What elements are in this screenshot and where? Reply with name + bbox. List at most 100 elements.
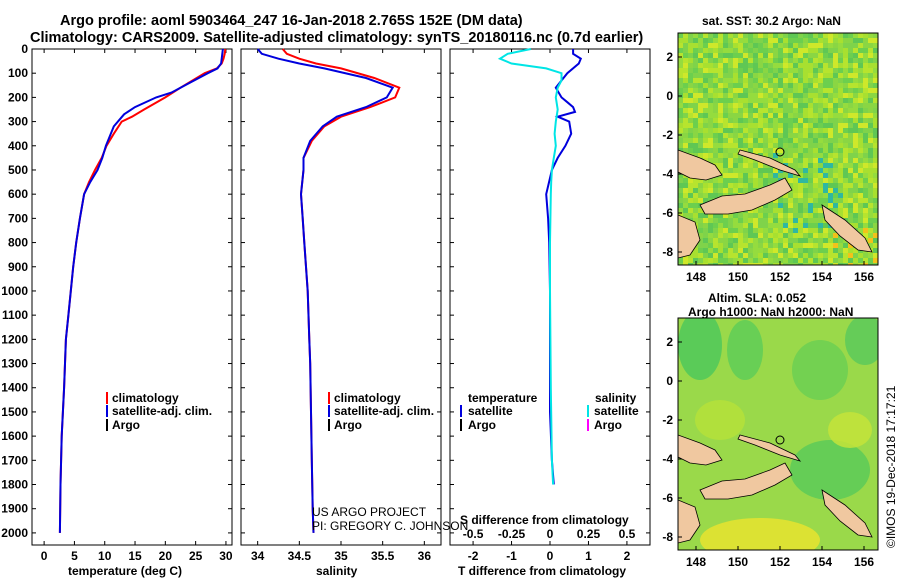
sst-cell: [788, 163, 793, 168]
argo-float-marker: [775, 435, 785, 445]
sst-cell: [773, 43, 778, 48]
sst-cell: [808, 228, 813, 233]
sst-cell: [798, 153, 803, 158]
sst-cell: [693, 148, 698, 153]
sst-cell: [853, 153, 858, 158]
sst-cell: [763, 238, 768, 243]
sst-cell: [818, 53, 823, 58]
sst-cell: [718, 48, 723, 53]
sst-cell: [768, 148, 773, 153]
sst-cell: [718, 133, 723, 138]
sst-cell: [718, 233, 723, 238]
sst-cell: [778, 228, 783, 233]
sst-cell: [768, 223, 773, 228]
sst-cell: [788, 158, 793, 163]
legend-climatology: climatology: [112, 391, 179, 405]
sst-cell: [763, 113, 768, 118]
sst-cell: [683, 133, 688, 138]
sst-cell: [798, 248, 803, 253]
sst-cell: [858, 143, 863, 148]
sst-cell: [683, 203, 688, 208]
sst-cell: [743, 68, 748, 73]
sst-cell: [813, 83, 818, 88]
sst-cell: [698, 43, 703, 48]
sst-cell: [688, 193, 693, 198]
sst-cell: [738, 108, 743, 113]
sst-cell: [738, 103, 743, 108]
sst-cell: [813, 223, 818, 228]
sst-cell: [863, 98, 868, 103]
sst-cell: [798, 263, 803, 265]
sst-cell: [813, 138, 818, 143]
sst-cell: [788, 248, 793, 253]
sst-cell: [678, 103, 683, 108]
sst-cell: [713, 98, 718, 103]
sst-cell: [833, 173, 838, 178]
sst-cell: [873, 48, 878, 53]
depth-tick-label: 700: [8, 211, 28, 225]
sst-cell: [823, 183, 828, 188]
sst-cell: [768, 208, 773, 213]
sst-cell: [783, 43, 788, 48]
sst-cell: [843, 58, 848, 63]
credit-pi: PI: GREGORY C. JOHNSON: [312, 519, 468, 533]
sst-cell: [828, 168, 833, 173]
sst-cell: [783, 218, 788, 223]
sst-cell: [853, 33, 858, 38]
sst-cell: [853, 128, 858, 133]
map-x-tick-label: 156: [854, 270, 874, 284]
sst-cell: [778, 223, 783, 228]
sst-cell: [683, 88, 688, 93]
sst-cell: [678, 43, 683, 48]
sst-cell: [788, 253, 793, 258]
sst-cell: [713, 143, 718, 148]
sst-cell: [758, 118, 763, 123]
sst-cell: [743, 183, 748, 188]
sst-cell: [768, 218, 773, 223]
sst-cell: [838, 208, 843, 213]
sst-cell: [748, 253, 753, 258]
sst-cell: [703, 98, 708, 103]
sst-cell: [868, 103, 873, 108]
sst-cell: [863, 233, 868, 238]
sst-cell: [693, 58, 698, 63]
sst-cell: [788, 178, 793, 183]
sst-cell: [833, 48, 838, 53]
sst-cell: [818, 198, 823, 203]
sst-cell: [793, 78, 798, 83]
sst-cell: [738, 223, 743, 228]
sst-cell: [848, 33, 853, 38]
sst-cell: [793, 118, 798, 123]
sst-cell: [743, 93, 748, 98]
sst-cell: [868, 108, 873, 113]
sst-cell: [823, 33, 828, 38]
sst-cell: [843, 153, 848, 158]
sst-cell: [763, 168, 768, 173]
sst-cell: [748, 118, 753, 123]
sst-cell: [753, 218, 758, 223]
sst-cell: [803, 228, 808, 233]
sst-cell: [858, 163, 863, 168]
sst-cell: [778, 123, 783, 128]
sst-cell: [778, 103, 783, 108]
sst-cell: [743, 158, 748, 163]
sst-cell: [758, 143, 763, 148]
sst-cell: [743, 118, 748, 123]
sst-cell: [703, 258, 708, 263]
sst-cell: [793, 138, 798, 143]
sst-cell: [683, 193, 688, 198]
sst-cell: [843, 93, 848, 98]
sst-cell: [688, 148, 693, 153]
sst-cell: [808, 188, 813, 193]
sst-cell: [713, 63, 718, 68]
sst-cell: [863, 58, 868, 63]
sst-cell: [693, 143, 698, 148]
top-x-tick-label: 0: [547, 527, 554, 541]
sst-cell: [848, 123, 853, 128]
sst-cell: [688, 33, 693, 38]
sst-cell: [728, 263, 733, 265]
x-tick-label: 1: [585, 549, 592, 563]
sst-cell: [713, 213, 718, 218]
sst-cell: [788, 38, 793, 43]
sst-cell: [813, 123, 818, 128]
